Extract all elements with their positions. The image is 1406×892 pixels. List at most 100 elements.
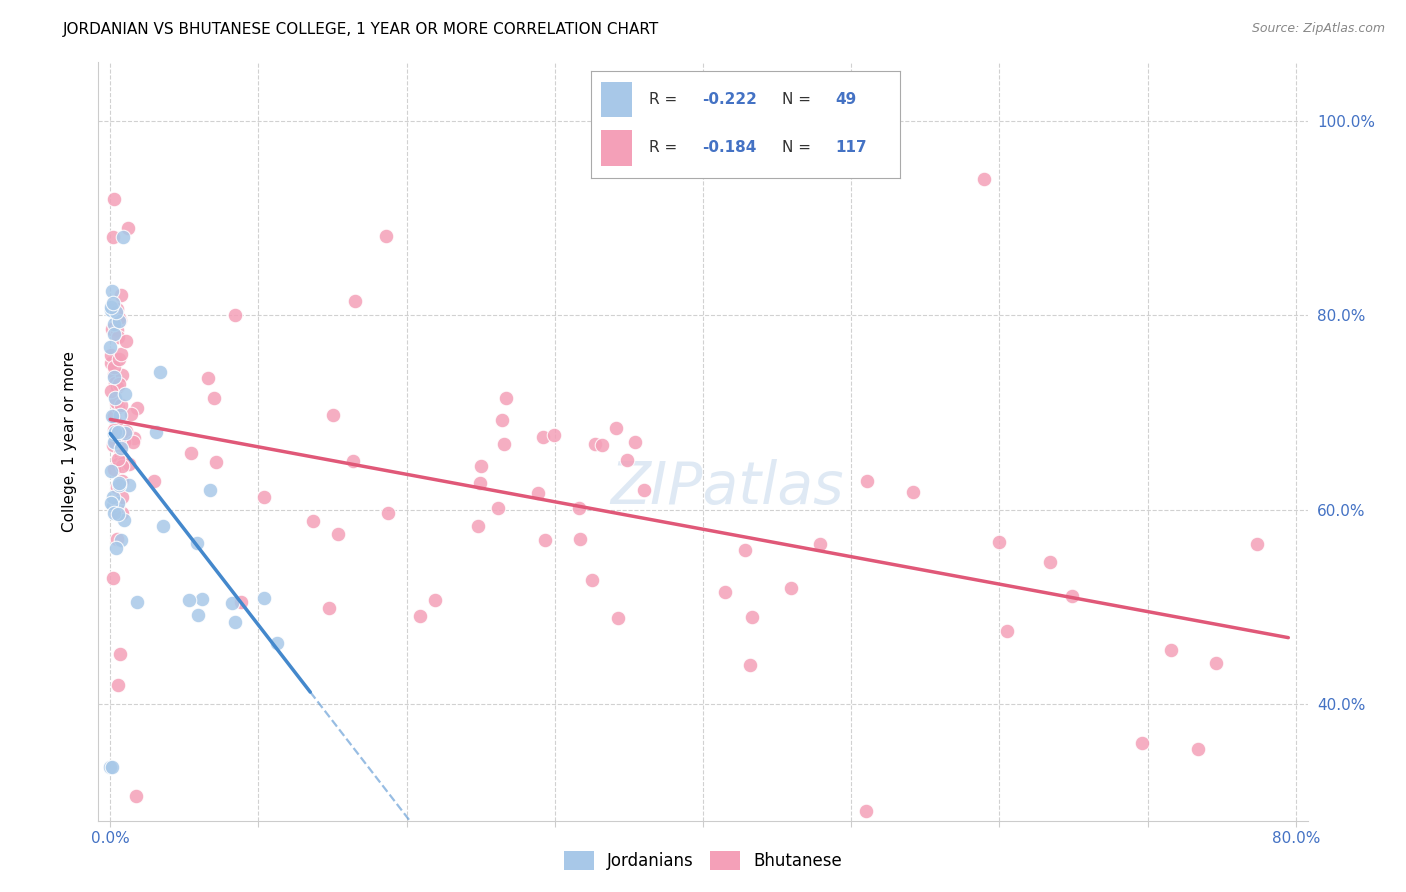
Point xyxy=(534,533,557,548)
Point xyxy=(1132,736,1154,750)
Point xyxy=(108,351,131,366)
Point xyxy=(987,534,1010,549)
Point xyxy=(108,314,131,328)
Point xyxy=(105,480,128,494)
Point xyxy=(105,302,128,317)
Point xyxy=(633,483,655,497)
Point xyxy=(714,585,737,599)
Point xyxy=(100,496,122,510)
Point xyxy=(103,423,125,437)
Point xyxy=(591,437,613,451)
FancyBboxPatch shape xyxy=(602,82,633,118)
Point xyxy=(100,322,122,336)
Point xyxy=(108,647,131,661)
Point xyxy=(111,506,134,520)
Point xyxy=(112,513,135,527)
Point xyxy=(221,596,243,610)
Point xyxy=(145,425,167,439)
Point xyxy=(115,425,138,439)
Point xyxy=(105,305,128,319)
Point xyxy=(110,448,132,462)
Point xyxy=(569,533,592,547)
Point xyxy=(495,391,517,405)
Point xyxy=(111,475,134,489)
Point xyxy=(105,532,128,546)
Text: N =: N = xyxy=(782,140,815,155)
Point xyxy=(468,475,491,490)
Text: R =: R = xyxy=(650,140,682,155)
Point xyxy=(101,760,124,774)
Point xyxy=(1187,741,1209,756)
Point xyxy=(117,478,139,492)
Point xyxy=(107,478,129,492)
Point xyxy=(105,395,128,409)
Point xyxy=(104,417,127,432)
Point xyxy=(409,609,432,624)
Point xyxy=(343,294,366,309)
Point xyxy=(107,507,129,521)
Point xyxy=(103,370,125,384)
Point xyxy=(112,434,135,449)
Point xyxy=(111,490,134,504)
Point xyxy=(100,760,122,774)
Point xyxy=(111,459,134,474)
Point xyxy=(105,380,128,394)
Point xyxy=(973,172,995,186)
Point xyxy=(107,452,129,467)
Point xyxy=(901,485,924,500)
Point xyxy=(110,398,132,412)
Point xyxy=(616,452,638,467)
Point xyxy=(127,595,149,609)
Point xyxy=(568,501,591,516)
Point xyxy=(531,430,554,444)
Point xyxy=(110,533,132,547)
Point xyxy=(470,458,492,473)
Point xyxy=(120,407,142,421)
Text: -0.222: -0.222 xyxy=(702,92,756,107)
Point xyxy=(101,499,124,513)
Point xyxy=(605,421,627,435)
Point xyxy=(103,317,125,331)
Point xyxy=(186,535,208,549)
Point xyxy=(187,607,209,622)
Point xyxy=(581,573,603,587)
Point xyxy=(856,474,879,488)
Point xyxy=(198,483,221,497)
Point xyxy=(100,302,122,317)
Point xyxy=(177,593,200,607)
Point xyxy=(103,426,125,441)
Point xyxy=(266,636,288,650)
Point xyxy=(526,486,548,500)
Point xyxy=(808,537,831,551)
Point xyxy=(105,500,128,514)
Point xyxy=(114,387,136,401)
Point xyxy=(143,474,166,488)
Point xyxy=(125,789,148,804)
Point xyxy=(491,413,513,427)
Point xyxy=(105,541,128,556)
Point xyxy=(122,431,145,445)
Point xyxy=(1160,643,1182,657)
Point xyxy=(104,376,127,390)
Point xyxy=(253,591,276,605)
FancyBboxPatch shape xyxy=(602,130,633,166)
Point xyxy=(486,501,509,516)
Point xyxy=(112,456,135,470)
Point xyxy=(103,435,125,450)
Text: R =: R = xyxy=(650,92,682,107)
Point xyxy=(101,490,124,504)
Point xyxy=(103,230,125,244)
Point xyxy=(100,300,122,314)
Text: 49: 49 xyxy=(835,92,856,107)
Point xyxy=(322,408,344,422)
Point xyxy=(107,400,129,414)
Point xyxy=(734,542,756,557)
Point xyxy=(423,593,446,607)
Point xyxy=(115,334,138,348)
Point xyxy=(152,518,174,533)
Point xyxy=(543,428,565,442)
Point xyxy=(101,296,124,310)
Point xyxy=(197,371,219,385)
Point xyxy=(103,409,125,424)
Point xyxy=(122,435,145,450)
